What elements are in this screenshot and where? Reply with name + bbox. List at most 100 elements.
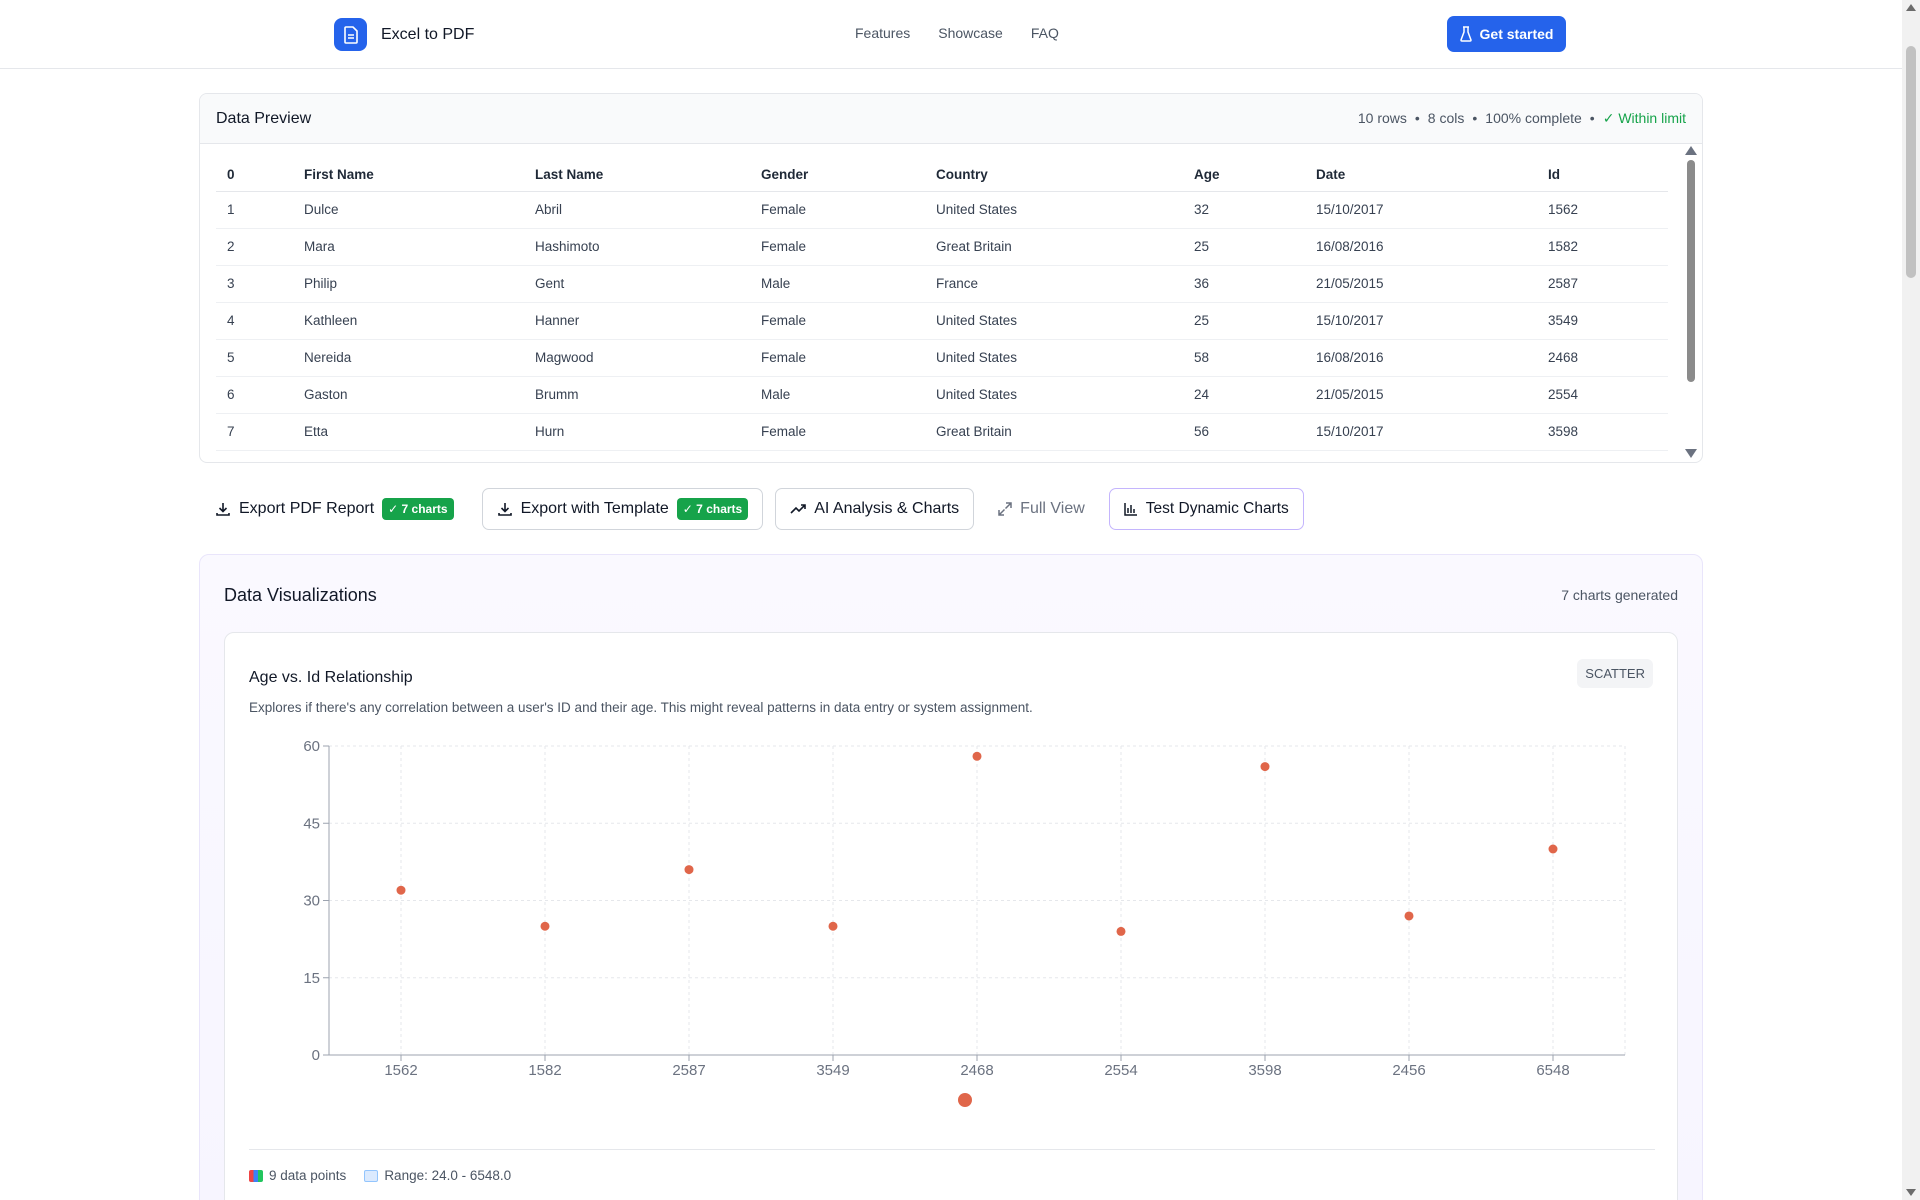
flask-icon	[1459, 26, 1472, 42]
table-cell: 21/05/2015	[1305, 376, 1537, 414]
export-template-label: Export with Template	[520, 500, 669, 517]
table-cell: 2	[216, 228, 293, 266]
nav-showcase[interactable]: Showcase	[938, 25, 1003, 41]
chart-card: Age vs. Id Relationship SCATTER Explores…	[224, 632, 1678, 1200]
table-cell: 7	[216, 413, 293, 451]
column-header[interactable]: Age	[1183, 158, 1305, 192]
table-row[interactable]: 5 Nereida Magwood Female United States 58 16/0…	[216, 339, 1668, 377]
x-tick-label: 2554	[1104, 1062, 1137, 1079]
expand-icon	[998, 502, 1012, 516]
table-scroll-down-icon[interactable]	[1685, 449, 1697, 458]
table-cell: Female	[750, 413, 925, 451]
data-preview-card: Data Preview 10 rows • 8 cols • 100% com…	[199, 93, 1703, 463]
legend-marker	[958, 1093, 972, 1107]
export-template-button[interactable]: Export with Template ✓ 7 charts	[481, 488, 764, 530]
data-preview-title: Data Preview	[216, 109, 312, 127]
page-scrollbar[interactable]	[1902, 0, 1920, 1200]
table-cell: Male	[750, 376, 925, 414]
scroll-thumb[interactable]	[1906, 46, 1916, 278]
column-header[interactable]: 0	[216, 158, 293, 192]
data-table-wrapper[interactable]: 0 First Name Last Name Gender Country Age Date…	[216, 158, 1668, 451]
data-point	[1548, 844, 1558, 854]
data-point	[1260, 762, 1270, 772]
export-pdf-label: Export PDF Report	[239, 500, 375, 517]
table-cell: United States	[925, 339, 1183, 377]
nav-faq[interactable]: FAQ	[1030, 25, 1059, 41]
table-cell: 56	[1183, 413, 1305, 451]
x-tick-label: 2468	[960, 1062, 993, 1079]
trend-up-icon	[790, 504, 807, 514]
table-cell: 1582	[1537, 228, 1668, 266]
table-cell: 5	[216, 339, 293, 377]
meta-separator: •	[1589, 110, 1595, 126]
meta-separator: •	[1414, 110, 1420, 126]
data-points-label: 9 data points	[269, 1168, 347, 1183]
data-point	[972, 751, 982, 761]
x-tick-label: 1582	[528, 1062, 561, 1079]
column-header[interactable]: Country	[925, 158, 1183, 192]
x-tick-label: 2587	[672, 1062, 705, 1079]
table-cell: Abril	[524, 191, 750, 229]
column-header[interactable]: First Name	[293, 158, 524, 192]
full-view-button[interactable]: Full View	[984, 488, 1099, 530]
scatter-chart: 0 15 30 45 60 1562 1582 2587 3549 2468 2554 3598 245…	[303, 738, 1626, 1107]
table-row[interactable]: 7 Etta Hurn Female Great Britain 56 15/10/2017…	[216, 413, 1668, 451]
top-navbar: Excel to PDF Features Showcase FAQ Get s…	[0, 0, 1902, 69]
visualizations-title: Data Visualizations	[224, 585, 377, 605]
y-tick-label: 0	[312, 1047, 320, 1064]
chart-type-badge: SCATTER	[1577, 659, 1653, 688]
table-cell: Nereida	[293, 339, 524, 377]
table-scrollbar[interactable]	[1684, 146, 1698, 462]
column-header[interactable]: Gender	[750, 158, 925, 192]
table-cell: 3	[216, 265, 293, 303]
table-cell: Magwood	[524, 339, 750, 377]
test-dynamic-label: Test Dynamic Charts	[1145, 500, 1289, 517]
data-point	[1116, 926, 1126, 936]
table-cell: Etta	[293, 413, 524, 451]
bar-chart-icon	[1124, 503, 1137, 516]
column-header[interactable]: Date	[1305, 158, 1537, 192]
table-scroll-up-icon[interactable]	[1685, 146, 1697, 155]
document-icon	[334, 18, 367, 51]
table-row[interactable]: 4 Kathleen Hanner Female United States 25 15/1…	[216, 302, 1668, 340]
test-dynamic-charts-button[interactable]: Test Dynamic Charts	[1108, 488, 1304, 530]
charts-badge: ✓ 7 charts	[676, 498, 749, 520]
table-cell: Brumm	[524, 376, 750, 414]
table-row[interactable]: 1 Dulce Abril Female United States 32 15/10/20…	[216, 191, 1668, 229]
table-cell: 3598	[1537, 413, 1668, 451]
get-started-button[interactable]: Get started	[1447, 16, 1566, 52]
data-preview-meta: 10 rows • 8 cols • 100% complete • ✓ Wit…	[1358, 110, 1686, 127]
bar-chart-emoji-icon	[249, 1169, 263, 1182]
column-header[interactable]: Last Name	[524, 158, 750, 192]
table-scroll-thumb[interactable]	[1687, 160, 1695, 382]
x-tick-label: 6548	[1536, 1062, 1569, 1079]
table-cell: 25	[1183, 228, 1305, 266]
table-cell: 2587	[1537, 265, 1668, 303]
table-cell: Female	[750, 339, 925, 377]
get-started-label: Get started	[1479, 26, 1554, 42]
brand[interactable]: Excel to PDF	[334, 18, 474, 51]
download-icon	[497, 503, 512, 516]
table-cell: Hurn	[524, 413, 750, 451]
table-cell: 15/10/2017	[1305, 191, 1537, 229]
chart-footer: 9 data points Range: 24.0 - 6548.0	[249, 1149, 1655, 1183]
table-row[interactable]: 2 Mara Hashimoto Female Great Britain 25 16/08…	[216, 228, 1668, 266]
table-cell: 25	[1183, 302, 1305, 340]
rows-count: 10 rows	[1357, 110, 1407, 126]
export-pdf-button[interactable]: Export PDF Report ✓ 7 charts	[199, 488, 468, 530]
table-cell: Great Britain	[925, 228, 1183, 266]
scroll-down-icon[interactable]	[1906, 1189, 1916, 1196]
table-row[interactable]: 6 Gaston Brumm Male United States 24 21/05/201…	[216, 376, 1668, 414]
table-cell: 16/08/2016	[1305, 339, 1537, 377]
table-cell: France	[925, 265, 1183, 303]
scroll-up-icon[interactable]	[1906, 4, 1916, 11]
completeness: 100% complete	[1485, 110, 1582, 126]
ai-analysis-button[interactable]: AI Analysis & Charts	[775, 488, 975, 530]
column-header[interactable]: Id	[1537, 158, 1668, 192]
table-row[interactable]: 3 Philip Gent Male France 36 21/05/2015 2587	[216, 265, 1668, 303]
table-cell: Gent	[524, 265, 750, 303]
nav-features[interactable]: Features	[855, 25, 911, 41]
table-cell: 6	[216, 376, 293, 414]
data-points-info: 9 data points	[249, 1168, 346, 1183]
table-cell: Dulce	[293, 191, 524, 229]
